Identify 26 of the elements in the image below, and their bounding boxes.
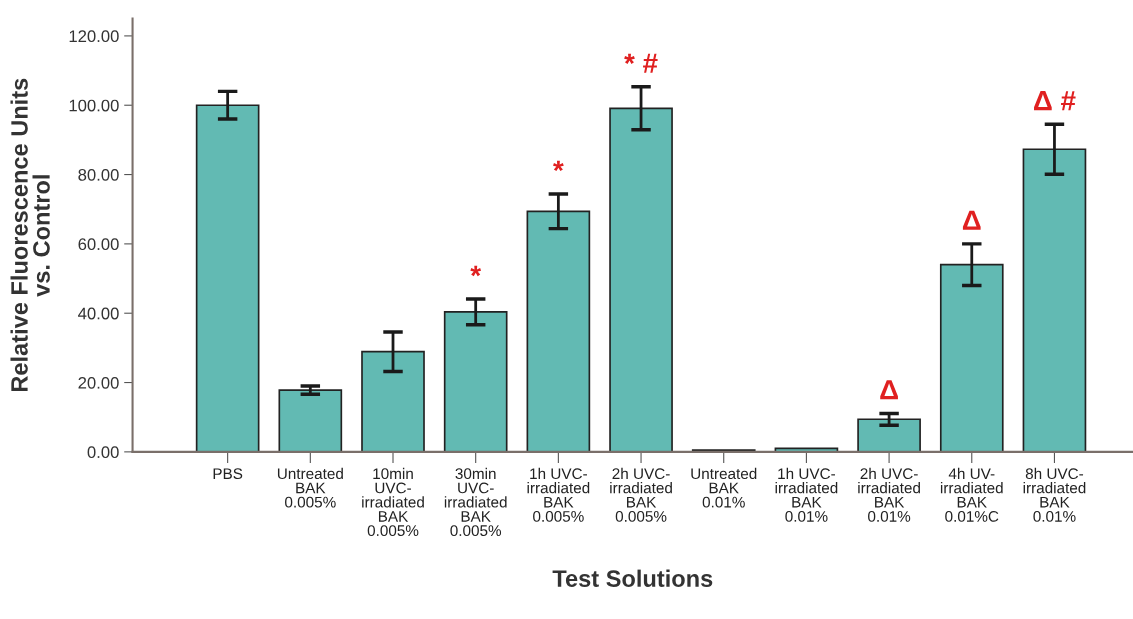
x-axis-title: Test Solutions <box>552 569 713 587</box>
annotation: * # <box>624 53 658 73</box>
x-tick-label: 1h UVC- irradiated BAK 0.005% <box>527 467 590 522</box>
x-tick-label: 1h UVC- irradiated BAK 0.01% <box>775 467 838 522</box>
x-tick-label: 4h UV- irradiated BAK 0.01%C <box>940 467 1003 522</box>
annotation: Δ # <box>1034 91 1076 111</box>
annotation: * <box>553 160 564 172</box>
annotation: Δ <box>962 210 981 230</box>
x-tick-label: Untreated BAK 0.005% <box>277 467 343 508</box>
x-tick-label: 30min UVC- irradiated BAK 0.005% <box>444 467 507 537</box>
annotation: Δ <box>880 380 898 400</box>
y-tick-label: 60.00 <box>78 238 119 251</box>
y-tick-label: 40.00 <box>78 307 119 320</box>
x-tick-label: PBS <box>213 468 243 480</box>
x-tick-label: 2h UVC- irradiated BAK 0.01% <box>858 467 920 522</box>
y-tick-label: 20.00 <box>78 376 119 389</box>
x-tick-label: Untreated BAK 0.01% <box>691 467 757 508</box>
x-tick-label: 8h UVC- irradiated BAK 0.01% <box>1023 467 1086 522</box>
y-tick-label: 0.00 <box>87 446 119 459</box>
y-tick-label: 80.00 <box>78 168 119 181</box>
y-axis-title: Relative Fluorescence Units vs. Control <box>10 78 50 392</box>
x-tick-label: 10min UVC- irradiated BAK 0.005% <box>362 467 424 537</box>
annotation: * <box>470 265 482 277</box>
y-tick-label: 100.00 <box>69 99 119 112</box>
x-tick-label: 2h UVC- irradiated BAK 0.005% <box>610 467 672 522</box>
y-tick-label: 120.00 <box>69 30 119 43</box>
